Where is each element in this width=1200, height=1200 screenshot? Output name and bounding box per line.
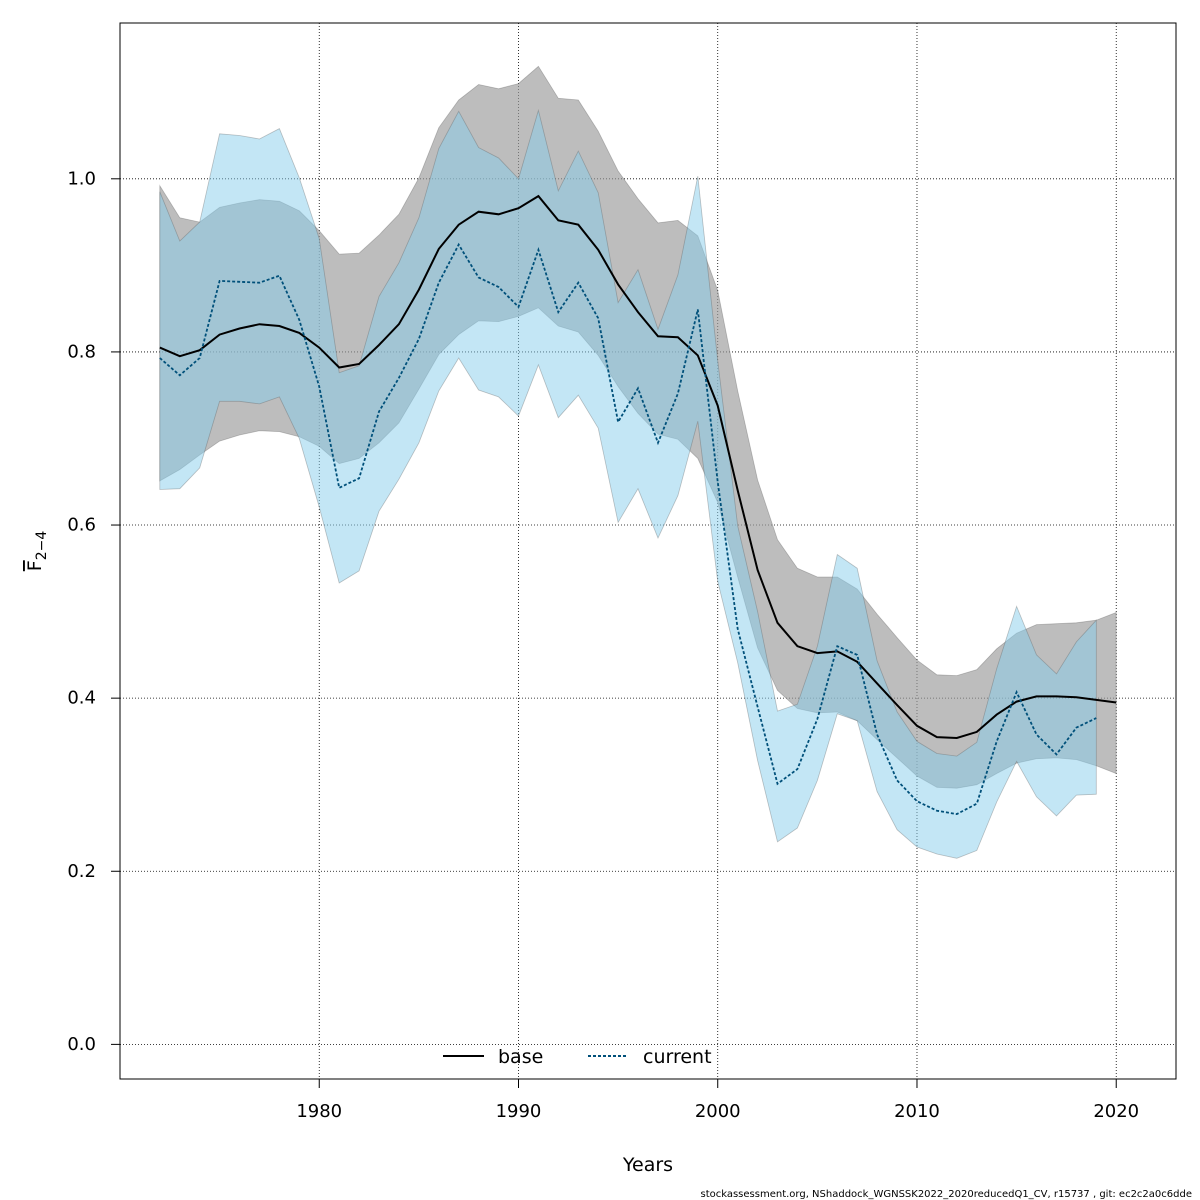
x-tick-label: 2000 — [695, 1101, 741, 1122]
svg-text:F2−4: F2−4 — [24, 531, 50, 572]
y-axis-title-subscript: 2−4 — [34, 531, 50, 561]
y-tick-label: 0.8 — [67, 341, 96, 362]
y-tick-label: 1.0 — [67, 168, 96, 189]
x-tick-label: 1990 — [496, 1101, 542, 1122]
y-tick-label: 0.0 — [67, 1034, 96, 1055]
x-axis: 1980 1990 2000 2010 2020 — [296, 1079, 1139, 1122]
footer-text: stockassessment.org, NShaddock_WGNSSK202… — [700, 1189, 1192, 1200]
plot-frame — [119, 22, 1177, 1080]
y-axis: 0.0 0.2 0.4 0.6 0.8 1.0 — [67, 168, 120, 1055]
y-axis-title-main: F — [24, 560, 46, 571]
y-tick-label: 0.6 — [67, 515, 96, 536]
series-line-base — [159, 194, 1117, 740]
y-axis-title: F2−4 — [24, 531, 50, 572]
x-axis-title: Years — [622, 1154, 673, 1176]
series-lines — [159, 194, 1117, 816]
legend-label-current: current — [643, 1046, 712, 1068]
x-tick-label: 1980 — [296, 1101, 342, 1122]
x-tick-label: 2020 — [1093, 1101, 1139, 1122]
y-tick-label: 0.2 — [67, 861, 96, 882]
confidence-bands — [159, 65, 1117, 859]
legend-label-base: base — [498, 1046, 543, 1068]
legend: base current — [443, 1046, 712, 1068]
y-tick-label: 0.4 — [67, 688, 96, 709]
x-tick-label: 2010 — [894, 1101, 940, 1122]
